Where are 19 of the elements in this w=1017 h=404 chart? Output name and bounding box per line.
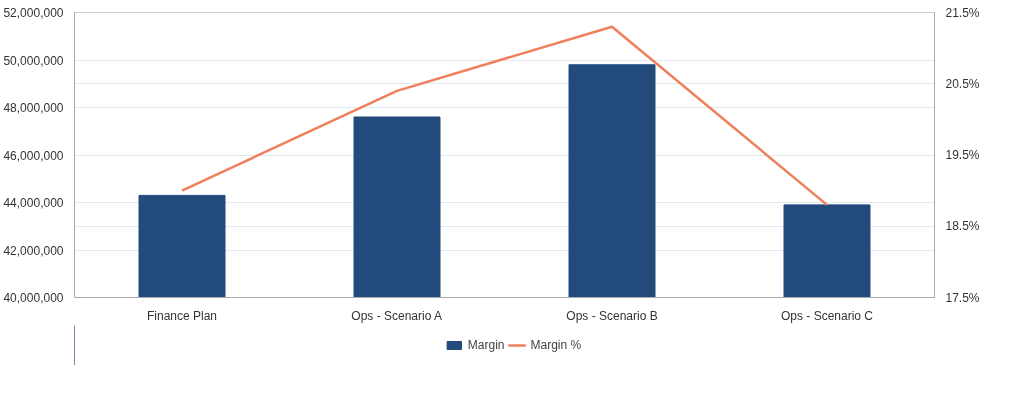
y-tick-label: 44,000,000 [3, 196, 64, 210]
x-tick-label: Ops - Scenario C [780, 308, 874, 323]
x-tick-label: Ops - Scenario A [351, 308, 443, 323]
y-tick-label: 46,000,000 [3, 148, 64, 163]
y2-tick-label: 19.5% [945, 148, 980, 162]
x-tick-label: Ops - Scenario B [566, 308, 658, 323]
y-tick-label: 48,000,000 [3, 101, 64, 115]
y2-tick-label: 18.5% [945, 219, 980, 234]
y2-tick-label: 20.5% [945, 76, 980, 91]
y-tick-label: 50,000,000 [3, 53, 64, 68]
y-tick-label: 42,000,000 [3, 243, 64, 258]
y2-tick-label: 17.5% [945, 290, 980, 305]
y-tick-label: 52,000,000 [3, 6, 64, 20]
y-tick-label: 40,000,000 [3, 291, 64, 305]
y2-tick-label: 21.5% [945, 5, 980, 20]
line-series [180, 25, 829, 207]
legend-label: Margin % [530, 338, 582, 352]
legend-label: Margin [467, 338, 505, 352]
x-tick-label: Finance Plan [146, 308, 218, 323]
